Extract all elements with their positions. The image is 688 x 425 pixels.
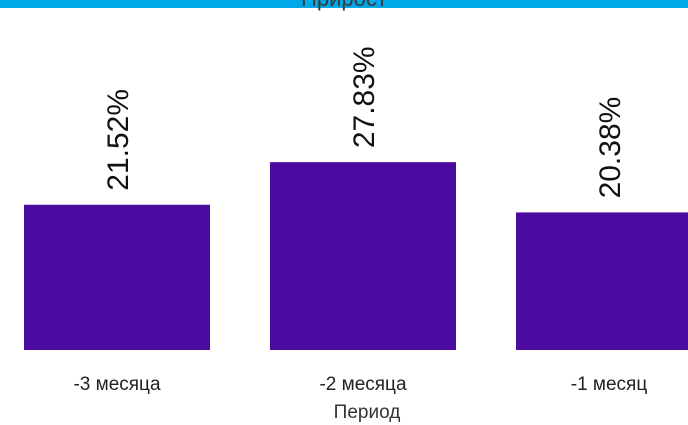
data-label-2: 27.83% bbox=[348, 46, 381, 148]
bar-2 bbox=[270, 162, 456, 350]
chart-title: Прирост bbox=[0, 0, 688, 10]
x-axis-title: Период bbox=[333, 402, 401, 423]
data-label-1: 21.52% bbox=[102, 89, 135, 191]
top-strip bbox=[0, 0, 688, 8]
data-label-3: 20.38% bbox=[594, 97, 627, 199]
x-tick-label-3: -1 месяц bbox=[571, 374, 648, 395]
bar-3 bbox=[516, 212, 688, 350]
x-tick-label-2: -2 месяца bbox=[319, 374, 406, 395]
bar-1 bbox=[24, 204, 210, 350]
x-tick-label-1: -3 месяца bbox=[73, 374, 160, 395]
x-tick-labels-group: -3 месяца -2 месяца -1 месяц bbox=[73, 374, 647, 395]
data-labels-group: 21.52% 27.83% 20.38% bbox=[102, 46, 627, 198]
bars-group bbox=[24, 162, 688, 350]
